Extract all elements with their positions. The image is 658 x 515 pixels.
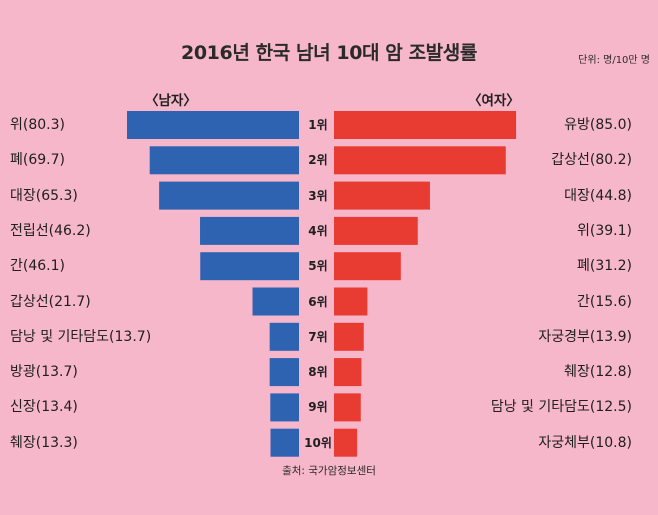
female-bar <box>334 428 358 457</box>
female-cancer-label: 대장(44.8) <box>564 187 632 204</box>
male-bar <box>270 393 299 422</box>
female-cancer-label: 췌장(12.8) <box>564 364 632 381</box>
female-bar <box>334 181 430 210</box>
male-cancer-label: 담낭 및 기타담도(13.7) <box>10 328 152 345</box>
male-cancer-label: 위(80.3) <box>10 117 65 133</box>
rank-label: 6위 <box>308 294 328 309</box>
male-cancer-label: 갑상선(21.7) <box>10 293 91 310</box>
rank-label: 8위 <box>308 365 328 380</box>
female-cancer-label: 자궁경부(13.9) <box>538 328 632 345</box>
unit-note: 단위: 명/10만 명 <box>578 55 650 66</box>
female-bar <box>334 358 362 387</box>
male-cancer-label: 전립선(46.2) <box>10 222 91 239</box>
female-cancer-label: 갑상선(80.2) <box>551 152 632 169</box>
rank-label: 7위 <box>308 329 328 344</box>
female-cancer-label: 간(15.6) <box>577 293 632 310</box>
source-note: 출처: 국가암정보센터 <box>282 465 376 477</box>
rank-label: 1위 <box>308 118 328 132</box>
rank-label: 10위 <box>304 435 332 450</box>
male-cancer-label: 대장(65.3) <box>10 187 78 204</box>
male-bar <box>200 216 299 245</box>
female-bar <box>334 111 517 139</box>
rank-label: 5위 <box>308 259 328 274</box>
female-bar <box>334 287 368 316</box>
female-bar <box>334 146 506 175</box>
female-bar <box>334 393 361 422</box>
rank-label: 4위 <box>308 223 328 238</box>
rank-label: 2위 <box>308 153 328 168</box>
female-cancer-label: 유방(85.0) <box>564 117 632 133</box>
female-bar <box>334 322 364 351</box>
female-cancer-label: 폐(31.2) <box>577 258 632 275</box>
male-cancer-label: 폐(69.7) <box>10 152 65 169</box>
female-bar <box>334 252 401 281</box>
male-bar <box>252 287 299 316</box>
male-bar <box>270 428 299 457</box>
chart-title: 2016년 한국 남녀 10대 암 조발생률 <box>181 42 477 64</box>
male-bar <box>127 111 299 139</box>
rank-label: 3위 <box>308 188 328 203</box>
male-group-label: 〈남자〉 <box>145 93 197 109</box>
female-cancer-label: 자궁체부(10.8) <box>538 434 632 451</box>
male-bar <box>159 181 299 210</box>
male-bar <box>200 252 299 281</box>
male-bar <box>269 322 299 351</box>
female-cancer-label: 담낭 및 기타담도(12.5) <box>490 399 632 416</box>
male-cancer-label: 간(46.1) <box>10 258 65 275</box>
female-bar <box>334 216 418 245</box>
rank-label: 9위 <box>308 400 328 415</box>
female-cancer-label: 위(39.1) <box>577 222 632 239</box>
male-cancer-label: 방광(13.7) <box>10 364 78 381</box>
male-bar <box>149 146 299 175</box>
male-cancer-label: 신장(13.4) <box>10 399 78 416</box>
female-group-label: 〈여자〉 <box>468 93 520 109</box>
male-bar <box>269 358 299 387</box>
male-cancer-label: 췌장(13.3) <box>10 434 78 451</box>
